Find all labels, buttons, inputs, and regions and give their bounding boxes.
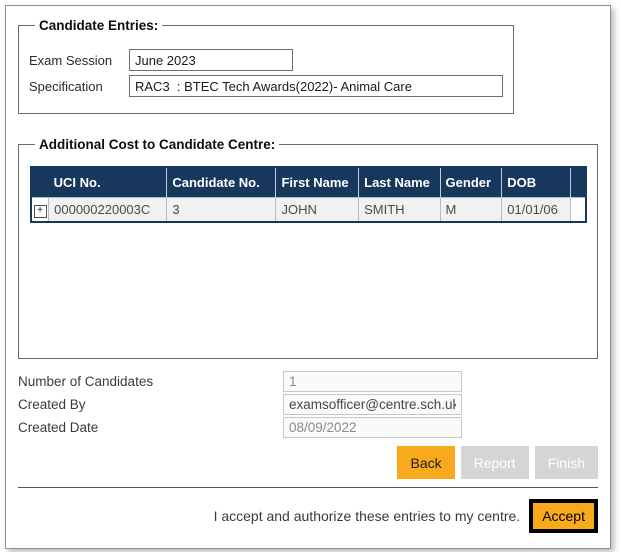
- additional-cost-fieldset: Additional Cost to Candidate Centre: UCI…: [18, 137, 598, 359]
- created-date-label: Created Date: [18, 420, 99, 435]
- header-gender: Gender: [440, 167, 503, 198]
- cell-gender: M: [439, 197, 503, 223]
- candidates-table: UCI No. Candidate No. First Name Last Na…: [30, 166, 587, 223]
- summary-section: Number of Candidates Created By Created …: [18, 371, 598, 438]
- filler-header-cell: [570, 167, 586, 198]
- header-first-name: First Name: [275, 167, 360, 198]
- created-by-label: Created By: [18, 397, 86, 412]
- report-button: Report: [460, 446, 529, 479]
- filler-cell: [570, 197, 587, 223]
- exam-session-row: Exam Session: [29, 49, 503, 71]
- header-last-name: Last Name: [358, 167, 441, 198]
- specification-row: Specification: [29, 75, 503, 97]
- expand-header-cell: [31, 167, 49, 198]
- accept-button[interactable]: Accept: [529, 499, 598, 533]
- header-candidate-no: Candidate No.: [166, 167, 277, 198]
- finish-button: Finish: [534, 446, 598, 479]
- specification-label: Specification: [29, 78, 103, 94]
- divider: [18, 487, 598, 488]
- candidate-entries-fieldset: Candidate Entries: Exam Session Specific…: [18, 18, 514, 114]
- created-date-input: [283, 417, 462, 438]
- expand-plus-icon[interactable]: +: [33, 205, 47, 218]
- cell-dob: 01/01/06: [501, 197, 572, 223]
- exam-session-input[interactable]: [129, 49, 293, 71]
- additional-cost-legend: Additional Cost to Candidate Centre:: [39, 137, 276, 152]
- cell-uci: 000000220003C: [48, 197, 168, 223]
- expand-cell: +: [30, 197, 50, 223]
- number-of-candidates-row: Number of Candidates: [18, 371, 598, 392]
- action-buttons-row: Back Report Finish: [18, 446, 598, 479]
- created-by-input: [283, 394, 462, 415]
- specification-input[interactable]: [129, 75, 503, 97]
- accept-row: I accept and authorize these entries to …: [18, 499, 598, 533]
- table-row: + 000000220003C 3 JOHN SMITH M 01/01/06: [30, 197, 587, 223]
- accept-statement: I accept and authorize these entries to …: [213, 508, 521, 524]
- header-uci: UCI No.: [48, 167, 168, 198]
- table-header-row: UCI No. Candidate No. First Name Last Na…: [31, 167, 586, 198]
- number-of-candidates-label: Number of Candidates: [18, 374, 154, 389]
- candidate-entries-legend: Candidate Entries:: [39, 18, 159, 33]
- exam-session-label: Exam Session: [29, 52, 113, 68]
- cell-last-name: SMITH: [358, 197, 441, 223]
- back-button[interactable]: Back: [397, 446, 455, 479]
- entries-window: Candidate Entries: Exam Session Specific…: [5, 5, 611, 549]
- created-date-row: Created Date: [18, 417, 598, 438]
- header-dob: DOB: [501, 167, 572, 198]
- created-by-row: Created By: [18, 394, 598, 415]
- cell-candidate-no: 3: [166, 197, 277, 223]
- number-of-candidates-input: [283, 371, 462, 392]
- cell-first-name: JOHN: [275, 197, 360, 223]
